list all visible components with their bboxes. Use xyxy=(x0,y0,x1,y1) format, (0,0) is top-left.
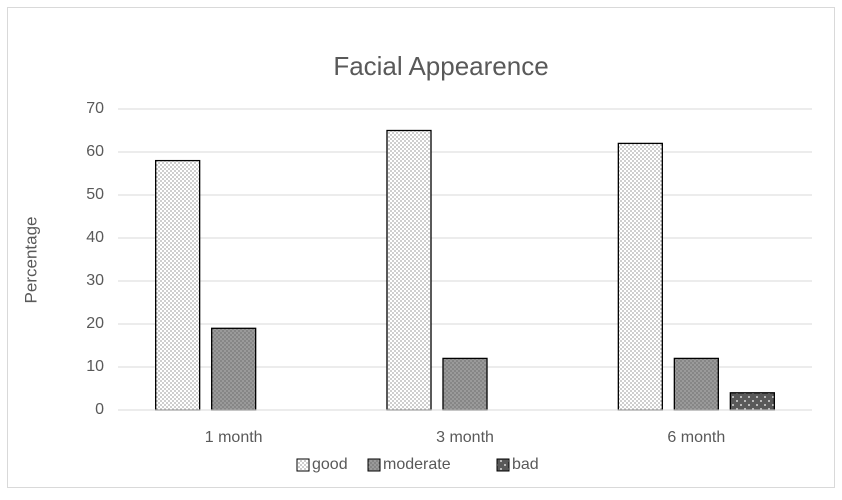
x-tick-label: 6 month xyxy=(667,429,725,446)
x-tick-label: 3 month xyxy=(436,429,494,446)
legend-label: moderate xyxy=(383,456,451,473)
y-tick-label: 10 xyxy=(86,358,104,375)
bar xyxy=(729,392,775,411)
legend-swatch xyxy=(296,458,310,472)
y-tick-label: 70 xyxy=(86,100,104,117)
bar xyxy=(617,142,663,411)
y-tick-label: 50 xyxy=(86,186,104,203)
chart-title: Facial Appearence xyxy=(333,51,548,81)
legend-swatch xyxy=(367,458,381,472)
legend-swatch xyxy=(496,458,510,472)
legend-label: bad xyxy=(512,456,539,473)
bar xyxy=(442,357,488,411)
x-tick-label: 1 month xyxy=(205,429,263,446)
y-axis-label: Percentage xyxy=(21,217,40,304)
y-tick-label: 40 xyxy=(86,229,104,246)
bar xyxy=(673,357,719,411)
y-tick-label: 30 xyxy=(86,272,104,289)
y-tick-label: 20 xyxy=(86,315,104,332)
y-tick-label: 60 xyxy=(86,143,104,160)
bar xyxy=(211,327,257,411)
y-tick-label: 0 xyxy=(95,401,104,418)
legend-label: good xyxy=(312,456,348,473)
bar xyxy=(386,129,432,411)
bar xyxy=(155,159,201,411)
